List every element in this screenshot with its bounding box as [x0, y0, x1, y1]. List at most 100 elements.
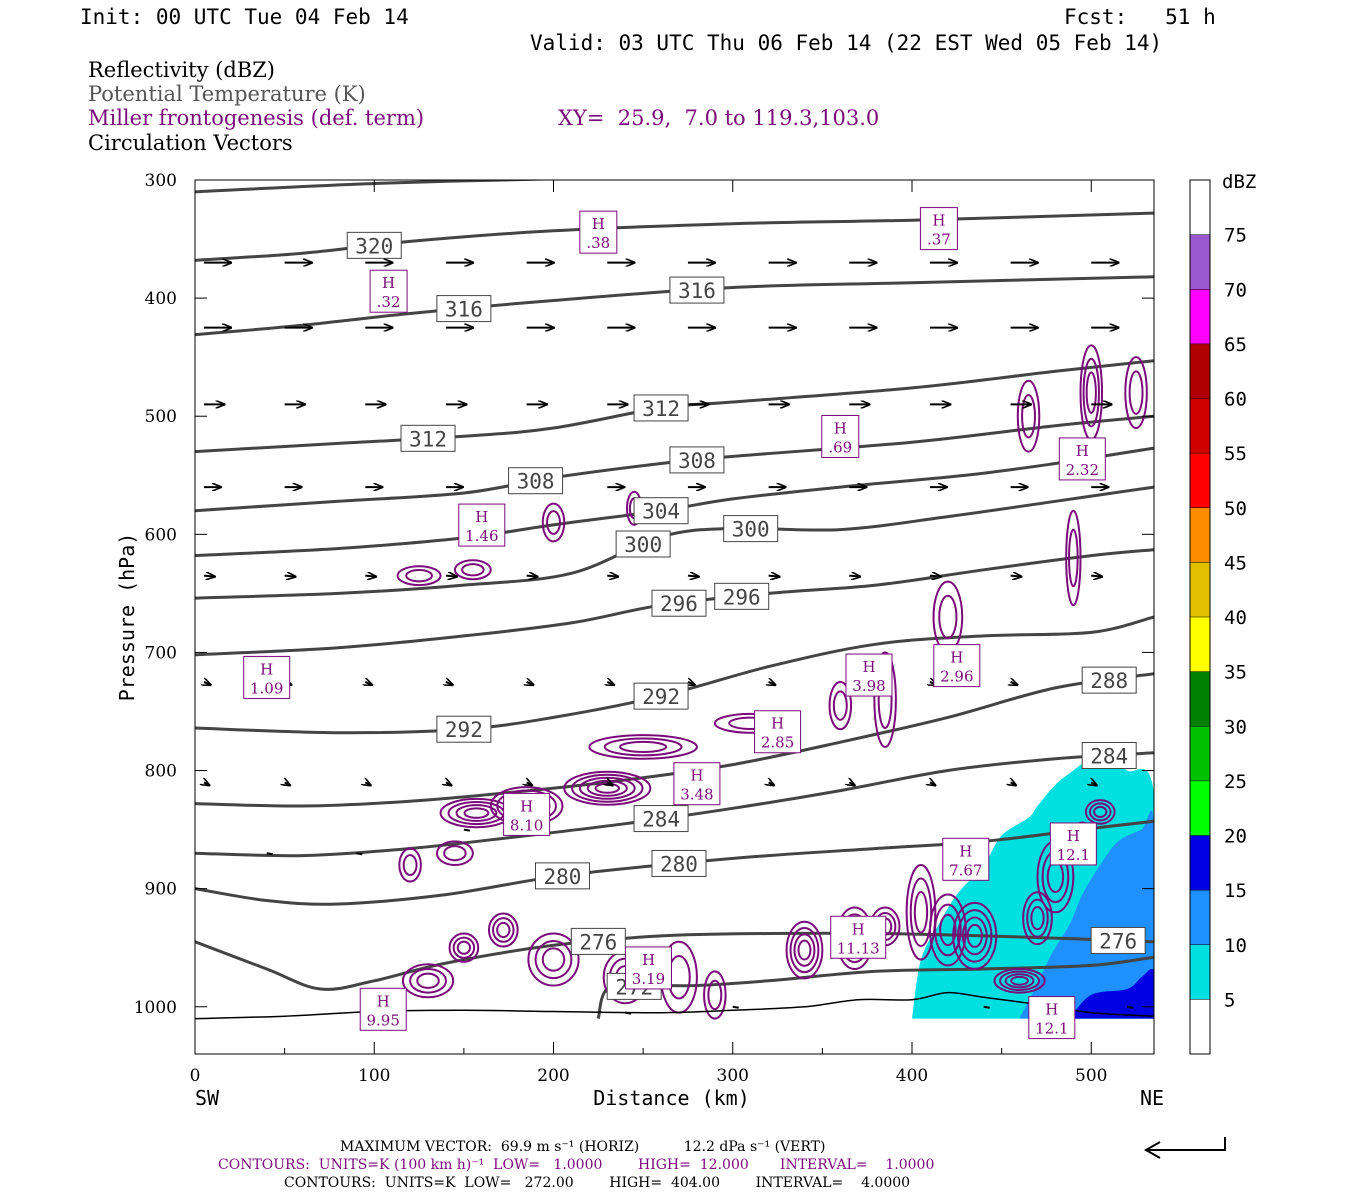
y-tick-label: 1000 [134, 998, 177, 1018]
fronto-max-value: .38 [586, 234, 610, 252]
fronto-max-value: 7.67 [949, 861, 982, 879]
colorbar-label: 35 [1224, 662, 1247, 684]
theta-label-box [669, 276, 725, 304]
theta-label: 276 [1099, 929, 1137, 953]
circulation-vector [929, 576, 941, 577]
fronto-contour [1128, 370, 1144, 415]
legend-xy-endpoints: XY= 25.9, 7.0 to 119.3,103.0 [558, 106, 880, 130]
colorbar-label: 70 [1224, 279, 1247, 301]
circulation-vector [527, 682, 534, 685]
colorbar-label: 25 [1224, 771, 1247, 793]
theta-label: 292 [445, 718, 483, 742]
theta-label-box [534, 862, 590, 890]
fronto-max-box [830, 915, 887, 959]
fronto-contour [443, 845, 467, 862]
circulation-vector [607, 682, 614, 685]
fronto-contour [452, 936, 476, 959]
theta-label-box [633, 394, 689, 422]
fronto-contour [455, 804, 498, 822]
fronto-contour [832, 690, 848, 721]
fronto-contour [938, 594, 958, 640]
theta-contour-320 [195, 211, 1154, 262]
theta-label: 312 [409, 427, 447, 451]
colorbar-label: 30 [1224, 716, 1247, 738]
theta-label-box [1090, 926, 1146, 954]
x-tick-label: 300 [717, 1066, 749, 1086]
fronto-contour [1021, 393, 1036, 439]
fronto-contour [619, 740, 668, 753]
fronto-contour [993, 967, 1046, 994]
fronto-contour [1026, 898, 1049, 938]
fronto-contour [797, 939, 812, 961]
circulation-vector [204, 682, 211, 685]
valid-time: Valid: 03 UTC Thu 06 Feb 14 (22 EST Wed … [530, 31, 1163, 55]
theta-label: 284 [1090, 745, 1128, 769]
fronto-contour [405, 568, 433, 583]
theta-contour-320 [195, 180, 570, 194]
fronto-contour [435, 840, 474, 867]
colorbar-label: 20 [1224, 826, 1247, 848]
fronto-contour [1068, 528, 1079, 588]
fronto-max-h: H [382, 274, 395, 292]
colorbar-segment [1190, 999, 1210, 1054]
circulation-vector [204, 782, 209, 785]
fronto-max-h: H [1067, 827, 1080, 845]
circulation-vector [769, 782, 774, 785]
circulation-vector [983, 1005, 990, 1009]
theta-contour-300 [195, 485, 1154, 600]
colorbar-label: 50 [1224, 498, 1247, 520]
legend-reflectivity: Reflectivity (dBZ) [88, 58, 276, 82]
fronto-contour [828, 680, 853, 731]
fronto-max-h: H [1076, 442, 1089, 460]
circulation-vector [1010, 576, 1022, 577]
init-time: Init: 00 UTC Tue 04 Feb 14 [80, 5, 409, 29]
fronto-contour [541, 947, 566, 972]
circulation-vector [284, 576, 296, 577]
fronto-max-h: H [932, 212, 945, 230]
theta-label-box [714, 582, 770, 610]
fronto-max-box [1049, 822, 1097, 866]
fronto-max-value: 1.46 [465, 527, 498, 545]
theta-label-box [723, 515, 779, 543]
x-end-left: SW [195, 1086, 220, 1110]
fronto-max-box [673, 762, 721, 806]
fronto-max-box [919, 207, 958, 251]
fronto-max-box [369, 269, 408, 313]
theta-label-box [436, 295, 492, 323]
theta-label: 296 [660, 592, 698, 616]
fronto-contour [909, 877, 933, 948]
theta-label: 308 [517, 470, 555, 494]
fronto-contour [487, 912, 519, 948]
fronto-contour [416, 972, 440, 989]
theta-label-box [570, 927, 626, 955]
fronto-contour [563, 770, 652, 806]
fronto-contour [603, 737, 683, 757]
x-end-right: NE [1140, 1086, 1164, 1110]
y-tick-label: 900 [145, 880, 177, 900]
colorbar-label: 15 [1224, 880, 1247, 902]
x-tick-label: 200 [537, 1066, 569, 1086]
circulation-vector [365, 576, 376, 577]
fronto-contour [401, 963, 455, 999]
circulation-vector [365, 682, 372, 685]
legend-frontogenesis: Miller frontogenesis (def. term) [88, 106, 425, 130]
theta-label: 304 [642, 500, 680, 524]
fronto-contour [496, 921, 511, 939]
circulation-vector [445, 576, 457, 577]
theta-label-box [508, 467, 564, 495]
theta-label-box [400, 424, 456, 452]
fronto-max-box [942, 837, 990, 881]
fronto-contour [703, 970, 727, 1020]
fronto-max-h: H [475, 508, 488, 526]
fronto-max-box [821, 414, 860, 458]
theta-label: 316 [445, 298, 483, 322]
fronto-contour [707, 979, 723, 1011]
fronto-contour [456, 940, 472, 955]
colorbar-label: 75 [1224, 225, 1247, 247]
fronto-contour [789, 927, 820, 974]
fronto-contour [396, 565, 442, 587]
fronto-contour [1124, 356, 1148, 430]
colorbar-label: 65 [1224, 334, 1247, 356]
fronto-max-box [754, 710, 802, 754]
